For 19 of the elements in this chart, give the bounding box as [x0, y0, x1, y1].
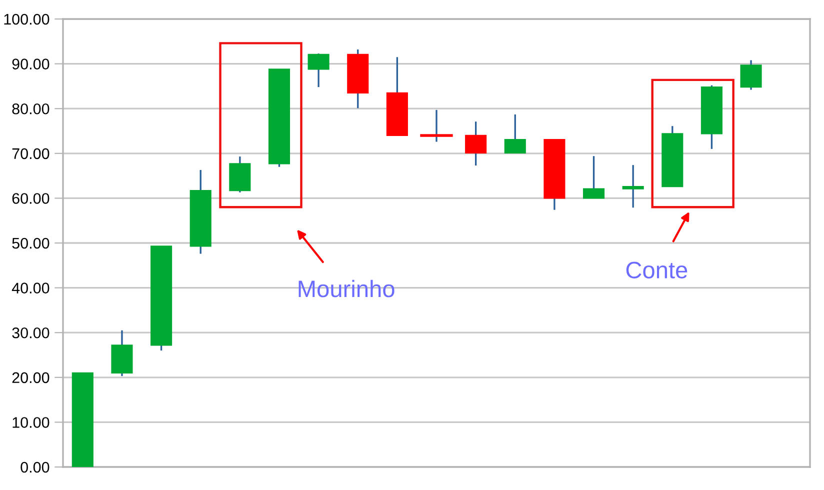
candlestick: [740, 59, 762, 91]
y-tick-label: 50.00: [12, 238, 50, 249]
y-tick-label: 40.00: [12, 282, 50, 294]
annotation: Mourinho: [298, 280, 394, 298]
y-tick-label: 30.00: [12, 327, 50, 338]
y-tick-label: 0.00: [20, 462, 50, 473]
annotation: Conte: [626, 262, 688, 278]
candlestick: [465, 120, 487, 166]
candlestick: [622, 164, 644, 208]
candlestick: [504, 114, 526, 154]
y-tick-label: 20.00: [12, 372, 50, 384]
y-tick-label: 10.00: [12, 417, 50, 428]
y-tick-label: 70.00: [12, 148, 50, 160]
y-tick-label: 60.00: [12, 193, 50, 204]
y-tick-label: 90.00: [12, 58, 50, 70]
y-tick-label: 80.00: [12, 103, 50, 114]
y-tick-label: 100.00: [4, 14, 50, 25]
candlestick: [582, 155, 605, 200]
candlestick: [308, 52, 330, 88]
